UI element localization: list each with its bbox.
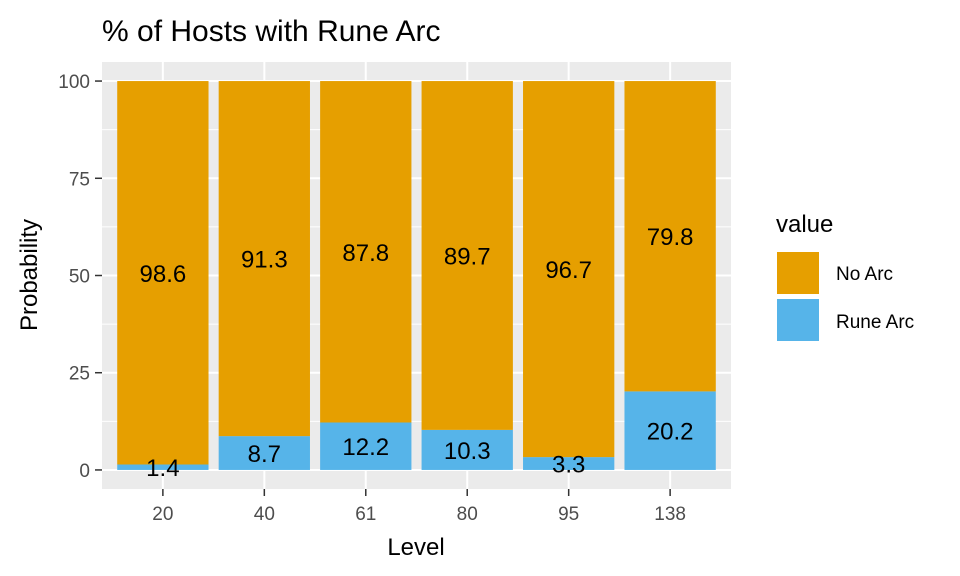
bar-no-arc	[117, 81, 209, 465]
bar-label-rune-arc: 12.2	[342, 434, 389, 461]
bar-label-rune-arc: 20.2	[647, 419, 694, 446]
legend-title: value	[776, 211, 833, 238]
bar-label-rune-arc: 10.3	[444, 438, 491, 465]
bar-no-arc	[320, 81, 412, 423]
bar-label-no-arc: 91.3	[241, 247, 288, 274]
bar-label-no-arc: 96.7	[545, 257, 592, 284]
legend-key-rune-arc	[777, 299, 819, 341]
bar-rune-arc	[320, 422, 412, 470]
bars	[117, 81, 716, 470]
bar-labels: 1.4 98.6 8.7 91.3 12.2 87.8 10.3 89.7 3.3 96.7 20.…	[140, 224, 694, 482]
bar-label-rune-arc: 1.4	[146, 455, 179, 482]
x-tick-label: 95	[558, 504, 579, 525]
bar-rune-arc	[117, 464, 209, 470]
x-tick-label: 138	[654, 504, 686, 525]
y-axis: 0 25 50 75 100	[58, 72, 102, 482]
bar-label-rune-arc: 3.3	[552, 452, 585, 479]
x-tick-label: 20	[152, 504, 173, 525]
bar-rune-arc	[421, 429, 513, 470]
y-axis-title: Probability	[16, 219, 43, 331]
legend-key-no-arc	[777, 252, 819, 294]
x-tick-label: 61	[355, 504, 376, 525]
bar-no-arc	[624, 81, 716, 392]
x-axis-title: Level	[387, 534, 444, 561]
legend: value No Arc Rune Arc	[776, 211, 914, 341]
bar-label-rune-arc: 8.7	[248, 441, 281, 468]
y-tick-label: 0	[79, 461, 90, 482]
bar-rune-arc	[523, 457, 615, 470]
bar-no-arc	[218, 81, 310, 437]
bar-no-arc	[523, 81, 615, 458]
y-tick-label: 75	[69, 169, 90, 190]
y-tick-label: 100	[58, 72, 90, 93]
bar-rune-arc	[218, 436, 310, 470]
y-tick-label: 50	[69, 267, 90, 288]
bar-rune-arc	[624, 391, 716, 470]
chart-title: % of Hosts with Rune Arc	[102, 15, 440, 48]
x-tick-label: 80	[457, 504, 478, 525]
bar-label-no-arc: 79.8	[647, 224, 694, 251]
bar-label-no-arc: 98.6	[140, 261, 187, 288]
legend-label-rune-arc: Rune Arc	[836, 312, 914, 333]
y-tick-label: 25	[69, 364, 90, 385]
x-axis: 20 40 61 80 95 138	[152, 489, 686, 525]
bar-label-no-arc: 89.7	[444, 243, 491, 270]
bar-label-no-arc: 87.8	[342, 240, 389, 267]
bar-no-arc	[421, 81, 513, 430]
legend-label-no-arc: No Arc	[836, 264, 893, 285]
x-tick-label: 40	[254, 504, 275, 525]
